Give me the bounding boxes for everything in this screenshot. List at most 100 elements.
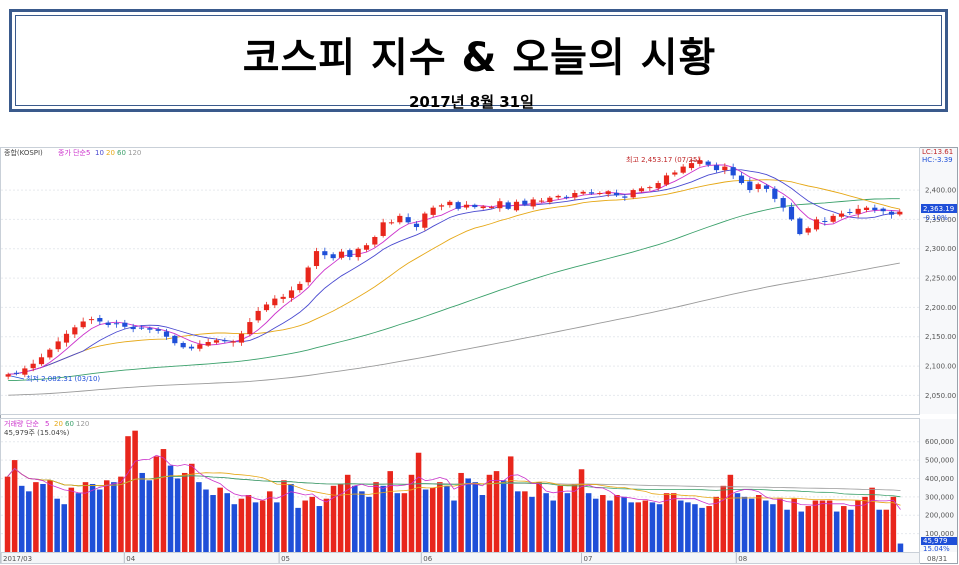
volume-bar xyxy=(103,480,110,552)
volume-bar xyxy=(26,491,32,552)
volume-bar xyxy=(132,430,138,552)
volume-tick-label: 400,000 xyxy=(925,475,954,483)
volume-bar xyxy=(422,489,429,552)
ma5-line xyxy=(8,164,900,375)
candle-body xyxy=(13,372,20,374)
last-volume-pct: 15.04% xyxy=(923,545,950,553)
candle-body xyxy=(280,296,286,299)
candle-body xyxy=(363,245,370,250)
volume-bar xyxy=(352,485,358,552)
volume-bar xyxy=(819,500,826,552)
volume-bar xyxy=(600,495,606,552)
volume-bar xyxy=(692,504,698,552)
legend-close-simple: 종가 단순 xyxy=(58,148,87,157)
volume-bar xyxy=(642,500,649,552)
candle-body xyxy=(530,199,536,207)
candle-body xyxy=(730,167,736,176)
volume-bar xyxy=(585,493,592,552)
last-change-label: -0.10% xyxy=(923,214,948,222)
volume-bar xyxy=(472,482,479,552)
candle-body xyxy=(113,323,120,325)
volume-bar xyxy=(685,502,691,552)
volume-bar xyxy=(68,487,75,552)
volume-bar xyxy=(394,493,401,552)
volume-tick-label: 600,000 xyxy=(925,438,954,446)
title-frame xyxy=(9,9,948,112)
last-volume-box xyxy=(921,537,957,545)
ma20-line xyxy=(8,179,900,375)
high-annotation: 최고 2,453.17 (07/25) xyxy=(626,155,700,164)
volume-last: 45,979주 (15.04%) xyxy=(4,429,70,437)
volume-bar xyxy=(231,504,238,552)
candle-body xyxy=(472,204,478,208)
candle-body xyxy=(305,267,311,283)
volume-bar xyxy=(437,482,443,552)
candle-body xyxy=(872,207,878,211)
volume-bar xyxy=(401,493,408,552)
candle-body xyxy=(222,340,228,342)
candle-body xyxy=(147,328,153,330)
candle-body xyxy=(380,222,386,236)
volume-bar xyxy=(387,471,393,552)
candle-body xyxy=(138,327,145,329)
volume-bar xyxy=(592,498,599,552)
volume-bar xyxy=(408,474,415,552)
candle-body xyxy=(738,175,745,184)
volume-ma20-line xyxy=(7,467,901,506)
volume-bar xyxy=(18,485,25,552)
candle-body xyxy=(572,193,578,198)
volume-bar xyxy=(125,436,131,552)
candle-body xyxy=(705,161,711,165)
x-tick-label: 08/31 xyxy=(927,555,947,563)
volume-bar xyxy=(720,485,727,552)
volume-bar xyxy=(663,493,670,552)
volume-bar xyxy=(479,495,486,552)
volume-bar xyxy=(628,502,634,552)
volume-bar xyxy=(507,456,514,552)
candle-body xyxy=(97,318,103,322)
candle-body xyxy=(563,196,570,198)
candle-body xyxy=(588,192,595,194)
candle-body xyxy=(430,207,436,215)
candle-body xyxy=(897,211,903,215)
volume-bar xyxy=(699,507,705,552)
volume-ma60-line xyxy=(7,467,901,498)
volume-legend: 거래량 단순 5 20 60 120 45,979주 (15.04%) xyxy=(4,419,89,437)
volume-bar xyxy=(727,474,734,552)
volume-bar xyxy=(309,496,316,552)
volume-bar xyxy=(196,482,202,552)
volume-bar xyxy=(791,498,797,552)
candle-body xyxy=(322,251,328,256)
volume-bar xyxy=(678,500,684,552)
legend-ma20: 20 xyxy=(106,149,115,157)
volume-bar xyxy=(848,509,854,552)
candle-body xyxy=(172,335,178,344)
price-axis xyxy=(920,148,957,414)
candle-body xyxy=(763,185,770,189)
candle-body xyxy=(55,341,61,350)
volume-bar xyxy=(337,483,344,552)
candle-body xyxy=(480,206,486,209)
volume-bar xyxy=(755,495,762,552)
legend-ma5: 5 xyxy=(86,149,90,157)
legend-ma120: 120 xyxy=(128,149,141,157)
legend-kospi: 종합(KOSPI) xyxy=(4,148,43,157)
price-legend: 종합(KOSPI) 종가 단순 5 10 20 60 120 xyxy=(4,148,141,157)
candle-body xyxy=(522,200,528,205)
volume-tick-label: 200,000 xyxy=(925,512,954,520)
legend-ma60: 60 xyxy=(117,149,126,157)
high-arrow xyxy=(689,159,704,163)
candle-body xyxy=(5,374,11,377)
volume-bar xyxy=(465,478,471,552)
ma120-line xyxy=(8,262,900,396)
price-panel xyxy=(0,147,920,415)
volume-bar xyxy=(890,496,897,552)
volume-bar xyxy=(713,496,719,552)
page-title: 코스피 지수 & 오늘의 시황 xyxy=(242,35,717,81)
candle-body xyxy=(388,222,395,224)
candle-body xyxy=(122,322,128,327)
candle-body xyxy=(747,181,753,191)
volume-bar xyxy=(833,511,840,552)
legend-volume-simple: 단순 xyxy=(26,419,39,428)
candle-body xyxy=(488,207,495,209)
